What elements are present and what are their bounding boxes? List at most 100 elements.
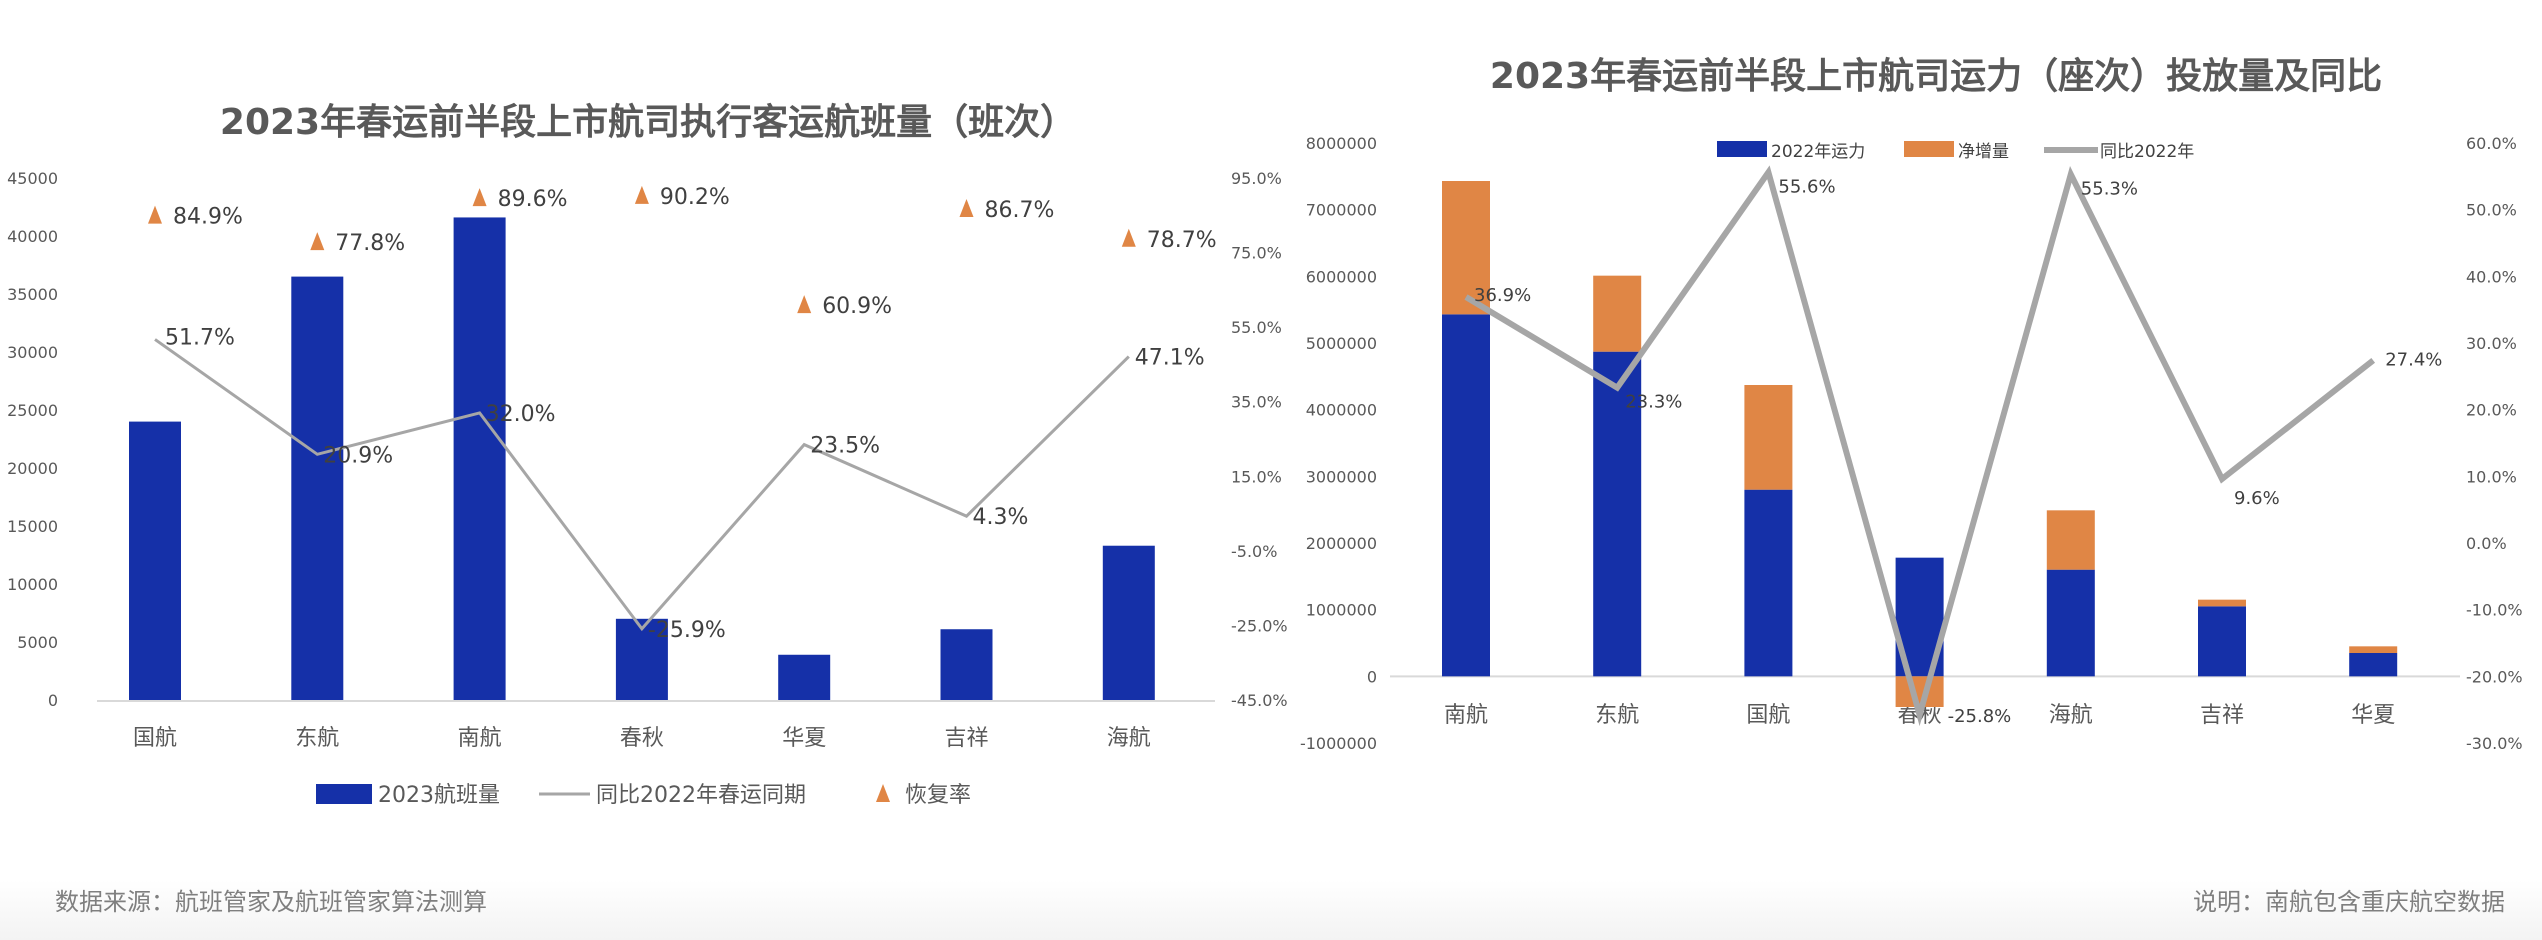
yoy-label: 27.4% xyxy=(2385,349,2442,370)
recovery-triangle-marker xyxy=(472,188,487,207)
category-label: 海航 xyxy=(1107,726,1151,751)
legend-swatch-increase xyxy=(1904,141,1954,157)
legend-swatch-triangle xyxy=(876,784,890,802)
left-axis-tick: 5000 xyxy=(17,633,58,652)
left-axis-tick: 20000 xyxy=(7,459,58,478)
legend-label: 2023航班量 xyxy=(378,783,500,808)
recovery-label: 60.9% xyxy=(822,294,892,319)
left-axis-tick: 0 xyxy=(48,691,58,710)
category-label: 东航 xyxy=(295,726,339,751)
category-label: 国航 xyxy=(133,726,177,751)
left-axis-tick: 10000 xyxy=(7,575,58,594)
recovery-triangle-marker xyxy=(1121,228,1136,247)
left-axis-tick: 45000 xyxy=(7,169,58,188)
yoy-label: 55.3% xyxy=(2081,178,2138,199)
recovery-triangle-marker xyxy=(634,185,649,204)
right-axis-tick: -30.0% xyxy=(2466,734,2523,753)
right-axis-tick: 10.0% xyxy=(2466,467,2517,486)
legend-label: 同比2022年 xyxy=(2100,142,2194,162)
bar-flights xyxy=(778,654,831,700)
right-chart-title: 2023年春运前半段上市航司运力（座次）投放量及同比 xyxy=(1490,55,2382,97)
yoy-label: -25.9% xyxy=(648,618,726,643)
right-axis-tick: 20.0% xyxy=(2466,401,2517,420)
category-label: 东航 xyxy=(1595,703,1639,728)
right-axis-tick: 15.0% xyxy=(1231,467,1282,486)
left-axis-tick: 40000 xyxy=(7,227,58,246)
left-axis-tick: 35000 xyxy=(7,285,58,304)
bar-2022-capacity xyxy=(1593,351,1642,677)
bar-2022-capacity xyxy=(1744,489,1793,677)
right-axis-tick: -10.0% xyxy=(2466,601,2523,620)
right-axis-tick: 60.0% xyxy=(2466,134,2517,153)
yoy-label: 23.3% xyxy=(1625,392,1682,413)
category-label: 华夏 xyxy=(2351,703,2395,728)
yoy-label: 20.9% xyxy=(323,443,393,468)
category-label: 华夏 xyxy=(782,726,826,751)
category-label: 春秋 xyxy=(620,726,664,751)
bar-flights xyxy=(453,217,506,700)
bar-net-increase xyxy=(2198,599,2246,607)
left-axis-tick: 8000000 xyxy=(1306,134,1377,153)
recovery-label: 84.9% xyxy=(173,205,243,230)
yoy-label: 36.9% xyxy=(1474,285,1531,306)
right-axis-tick: 30.0% xyxy=(2466,334,2517,353)
right-axis-tick: 50.0% xyxy=(2466,201,2517,220)
category-label: 国航 xyxy=(1746,703,1790,728)
yoy-label: 32.0% xyxy=(486,402,556,427)
left-chart-title: 2023年春运前半段上市航司执行客运航班量（班次） xyxy=(220,101,1076,143)
bar-2022-capacity xyxy=(2349,653,2398,677)
right-axis-tick: 35.0% xyxy=(1231,393,1282,412)
yoy-line xyxy=(154,338,1130,632)
legend-label: 同比2022年春运同期 xyxy=(596,783,806,808)
bar-net-increase xyxy=(2349,646,2398,653)
recovery-label: 90.2% xyxy=(660,185,730,210)
right-axis-tick: 75.0% xyxy=(1231,244,1282,263)
bar-2022-capacity xyxy=(1442,314,1490,677)
left-axis-tick: 30000 xyxy=(7,343,58,362)
bar-flights xyxy=(1102,545,1155,700)
legend-swatch-2022 xyxy=(1717,141,1767,157)
legend-swatch-bar xyxy=(316,784,372,804)
right-axis-tick: 0.0% xyxy=(2466,534,2507,553)
recovery-label: 89.6% xyxy=(498,187,568,212)
right-axis-tick: -25.0% xyxy=(1231,616,1288,635)
left-axis-tick: 3000000 xyxy=(1306,467,1377,486)
yoy-label: 51.7% xyxy=(165,325,235,350)
left-axis-tick: 7000000 xyxy=(1306,201,1377,220)
right-axis-tick: -45.0% xyxy=(1231,691,1288,710)
category-label: 南航 xyxy=(1444,703,1488,728)
left-axis-tick: 0 xyxy=(1367,667,1377,686)
bar-net-increase xyxy=(2046,510,2095,570)
legend-label: 2022年运力 xyxy=(1771,142,1865,162)
yoy-line xyxy=(1464,165,2376,727)
category-label: 南航 xyxy=(458,726,502,751)
right-axis-tick: -5.0% xyxy=(1231,542,1277,561)
right-axis-tick: 55.0% xyxy=(1231,318,1282,337)
left-axis-tick: 1000000 xyxy=(1306,601,1377,620)
recovery-triangle-marker xyxy=(959,198,974,217)
left-axis-tick: 2000000 xyxy=(1306,534,1377,553)
bar-flights xyxy=(291,276,344,700)
recovery-label: 78.7% xyxy=(1147,228,1217,253)
yoy-label: 23.5% xyxy=(810,434,880,459)
left-axis-tick: 15000 xyxy=(7,517,58,536)
footer-band xyxy=(0,880,2542,940)
bar-2022-capacity xyxy=(2198,606,2246,677)
left-axis-tick: 6000000 xyxy=(1306,267,1377,286)
yoy-label: 47.1% xyxy=(1135,346,1205,371)
left-axis-tick: 25000 xyxy=(7,401,58,420)
left-axis-tick: 5000000 xyxy=(1306,334,1377,353)
recovery-triangle-marker xyxy=(797,295,812,314)
category-label: 海航 xyxy=(2049,703,2093,728)
bar-net-increase xyxy=(1744,385,1793,490)
recovery-triangle-marker xyxy=(148,205,162,224)
yoy-label: 55.6% xyxy=(1778,176,1835,197)
category-label: 吉祥 xyxy=(944,726,988,751)
yoy-label: 4.3% xyxy=(973,505,1029,530)
legend-label: 恢复率 xyxy=(905,783,971,808)
footnote: 说明：南航包含重庆航空数据 xyxy=(2193,888,2505,916)
bar-net-increase xyxy=(1442,181,1490,315)
bar-flights xyxy=(129,421,181,700)
left-axis-tick: -1000000 xyxy=(1300,734,1377,753)
